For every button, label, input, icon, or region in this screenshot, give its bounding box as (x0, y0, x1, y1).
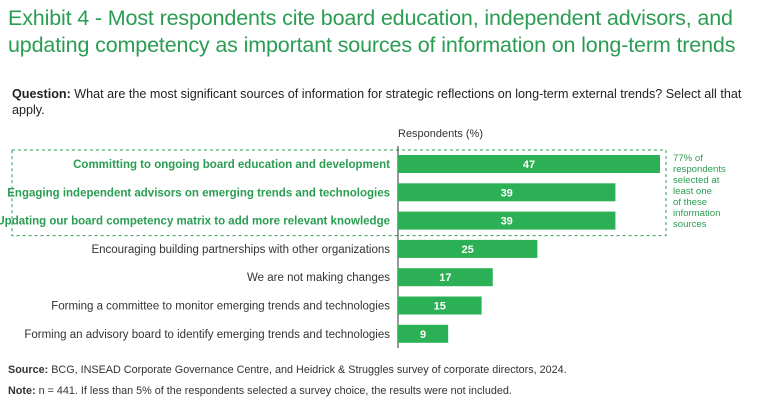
category-label: Forming a committee to monitor emerging … (51, 301, 390, 313)
category-label: Updating our board competency matrix to … (0, 216, 390, 228)
category-label: Engaging independent advisors on emergin… (7, 187, 390, 199)
bar (398, 296, 482, 315)
category-label: Forming an advisory board to identify em… (24, 329, 390, 341)
highlight-box (11, 149, 667, 237)
question-text: What are the most significant sources of… (12, 87, 742, 117)
category-label: Encouraging building partnerships with o… (91, 244, 390, 256)
annotation-text: 77% of respondents selected at least one of … (673, 153, 726, 230)
data-label: 39 (501, 187, 513, 199)
page-title: Exhibit 4 - Most respondents cite board … (8, 6, 736, 57)
category-label: Committing to ongoing board education an… (73, 159, 390, 171)
note-text: n = 441. If less than 5% of the responde… (38, 385, 512, 397)
data-label: 47 (523, 159, 535, 171)
bar (398, 183, 616, 202)
bar (398, 268, 493, 287)
data-label: 17 (439, 272, 451, 284)
question-label: Question: (12, 87, 71, 101)
bar (398, 239, 538, 258)
category-label: We are not making changes (247, 272, 390, 284)
bar (398, 211, 616, 230)
note-label: Note: (8, 385, 36, 397)
data-label: 9 (420, 329, 426, 341)
data-label: 25 (462, 244, 474, 256)
source-line: Source: BCG, INSEAD Corporate Governance… (8, 364, 567, 376)
question: Question: What are the most significant … (12, 86, 752, 118)
bar (398, 155, 660, 173)
note-line: Note: n = 441. If less than 5% of the re… (8, 385, 512, 397)
data-label: 39 (501, 216, 513, 228)
x-axis-label: Respondents (%) (398, 128, 483, 140)
source-text: BCG, INSEAD Corporate Governance Centre,… (51, 364, 567, 376)
data-label: 15 (434, 301, 446, 313)
bar (398, 324, 449, 343)
source-label: Source: (8, 364, 49, 376)
